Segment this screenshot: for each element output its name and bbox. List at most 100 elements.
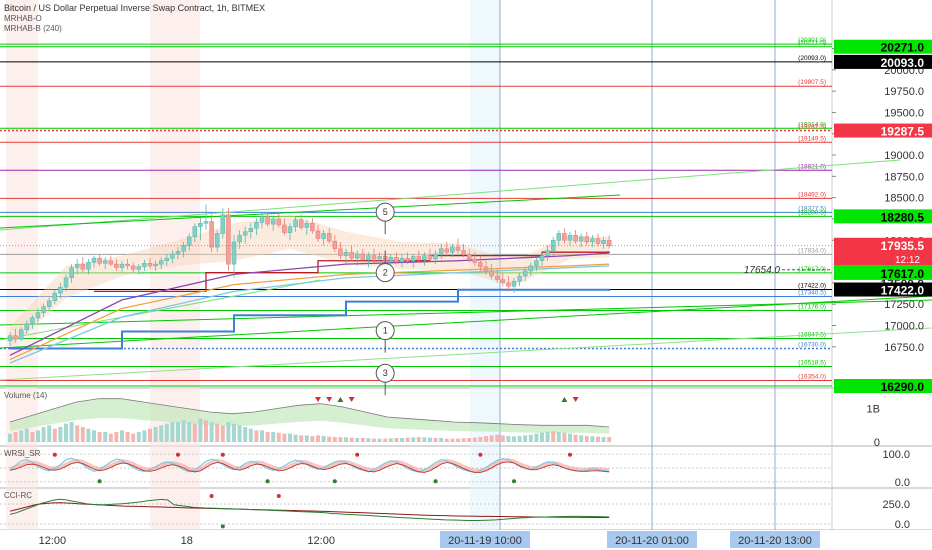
volume-signal <box>572 397 579 402</box>
candle <box>472 258 478 263</box>
volume-bar <box>428 437 432 442</box>
volume-bar <box>316 435 320 442</box>
price-tick-label: 19000.0 <box>884 150 924 162</box>
level-label: (19287.5) <box>798 124 826 131</box>
volume-bar <box>148 428 152 442</box>
price-tick-label: 19500.0 <box>884 107 924 119</box>
trend-line <box>0 159 901 231</box>
wrsi-signal-dot <box>512 479 516 484</box>
volume-band-line <box>9 398 610 428</box>
volume-bar <box>24 428 29 442</box>
cci-signal-dot <box>220 524 225 529</box>
volume-bar <box>534 433 539 442</box>
level-label: (18280.5) <box>798 209 826 216</box>
volume-bar <box>131 433 136 442</box>
volume-bar <box>215 423 220 442</box>
trend-line <box>0 194 621 229</box>
wrsi-signal-dot <box>97 479 102 484</box>
volume-tick-label: 0 <box>874 437 880 449</box>
candle <box>304 222 310 228</box>
candle <box>450 246 455 253</box>
price-tick-label: 19750.0 <box>884 86 924 98</box>
level-badge-bg <box>834 39 932 54</box>
level-badge-label: 17422.0 <box>881 284 925 298</box>
volume-bar <box>416 437 421 442</box>
candle <box>550 240 556 251</box>
volume-bar <box>248 428 253 442</box>
time-tick-label: 18 <box>181 535 193 547</box>
volume-bar <box>573 434 578 442</box>
candle <box>494 275 500 280</box>
trend-line <box>0 327 932 381</box>
volume-bar <box>19 430 24 442</box>
price-axis[interactable]: 16750.017000.017250.017500.018000.018250… <box>832 39 932 531</box>
volume-bar <box>192 423 197 442</box>
volume-bar <box>120 430 124 442</box>
volume-bar <box>75 425 80 442</box>
volume-bar <box>265 432 270 442</box>
last-price-bg <box>834 237 932 266</box>
volume-bar <box>187 422 192 442</box>
level-label: (19314.0) <box>798 121 826 128</box>
volume-bar <box>601 437 606 442</box>
volume-bar <box>411 437 416 442</box>
volume-bar <box>405 437 410 442</box>
wrsi-tick-label: 0.0 <box>895 477 910 489</box>
callout: 2 <box>375 250 395 283</box>
cci-signal-dot <box>209 494 214 498</box>
volume-band <box>10 398 610 434</box>
candle <box>226 214 231 265</box>
candle <box>265 216 270 225</box>
volume-bar <box>310 436 315 442</box>
candle <box>528 265 534 272</box>
candle <box>158 260 164 265</box>
level-label: (18492.0) <box>798 191 826 198</box>
level-label: (20093.0) <box>798 55 826 62</box>
candle <box>170 253 175 259</box>
candle <box>326 233 332 242</box>
volume-tick-label: 1B <box>867 404 880 416</box>
candle <box>444 248 450 253</box>
level-badge: 18280.5 <box>834 209 932 224</box>
cci-panel <box>0 494 832 529</box>
volume-panel <box>8 397 612 442</box>
level-badge: 20271.0 <box>834 39 932 55</box>
cci-tick-label: 0.0 <box>895 519 910 531</box>
volume-bar <box>461 438 466 442</box>
wrsi-ma-line <box>9 461 610 473</box>
candle <box>46 300 52 307</box>
candle <box>338 248 343 256</box>
candle <box>405 257 410 261</box>
candle <box>455 246 461 251</box>
volume-bar <box>467 438 472 442</box>
candle <box>108 260 114 265</box>
volume-signal <box>348 397 355 402</box>
candle <box>427 255 433 260</box>
volume-bar <box>377 438 382 442</box>
candle <box>259 216 265 223</box>
wrsi-signal-dot <box>478 452 483 457</box>
candle <box>142 263 147 267</box>
wrsi-signal-dot <box>332 479 337 484</box>
volume-bar <box>41 427 46 442</box>
volume-bar <box>220 425 225 442</box>
volume-bar <box>125 432 130 442</box>
volume-bar <box>562 432 567 442</box>
volume-bar <box>456 438 460 442</box>
candle <box>438 248 444 255</box>
candle <box>506 282 511 287</box>
candle <box>119 263 125 268</box>
level-label: (16354.0) <box>798 374 826 381</box>
volume-bar <box>52 428 57 442</box>
volume-bar <box>607 437 612 442</box>
candle <box>399 257 405 262</box>
callout: 5 <box>375 202 395 235</box>
level-label: (20271.0) <box>798 40 826 47</box>
candle <box>198 222 203 227</box>
time-tick-label: 20-11-19 10:00 <box>448 535 522 547</box>
volume-bar <box>528 434 533 442</box>
candle <box>214 233 220 248</box>
callout-label: 1 <box>383 326 388 336</box>
candle <box>181 245 186 252</box>
